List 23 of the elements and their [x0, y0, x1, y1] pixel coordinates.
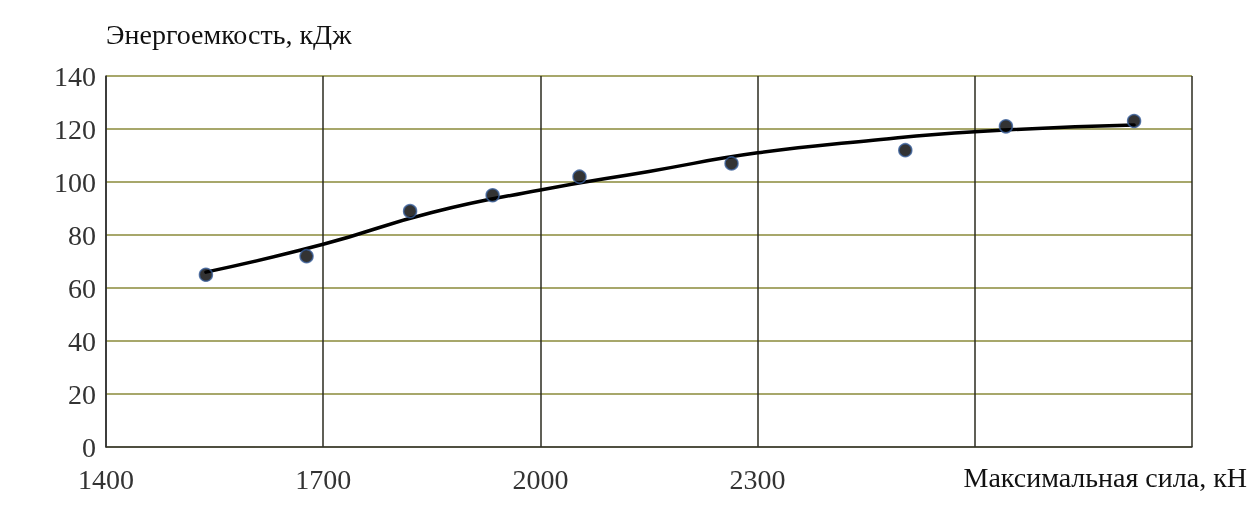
y-tick-label: 60 — [68, 272, 96, 304]
y-tick-label: 120 — [54, 113, 96, 145]
point — [485, 188, 500, 203]
point — [299, 248, 314, 264]
y-axis-title: Энергоемкость, кДж — [106, 18, 353, 50]
x-tick-label: 2300 — [729, 463, 786, 495]
point — [1126, 113, 1142, 129]
point — [198, 267, 214, 282]
x-tick-label: 1700 — [295, 463, 352, 495]
y-tick-label: 140 — [54, 60, 96, 92]
x-tick-label: 1400 — [78, 463, 134, 495]
point — [724, 156, 739, 171]
point — [898, 142, 913, 158]
y-tick-label: 80 — [68, 219, 96, 251]
y-tick-label: 40 — [68, 325, 96, 357]
point — [998, 119, 1014, 134]
y-tick-label: 100 — [54, 166, 96, 198]
x-tick-label: 2000 — [512, 463, 569, 495]
y-tick-label: 20 — [68, 378, 96, 410]
point — [572, 169, 587, 184]
point — [402, 203, 418, 219]
x-axis-title: Максимальная сила, кН — [963, 461, 1247, 493]
y-tick-label: 0 — [82, 431, 96, 463]
